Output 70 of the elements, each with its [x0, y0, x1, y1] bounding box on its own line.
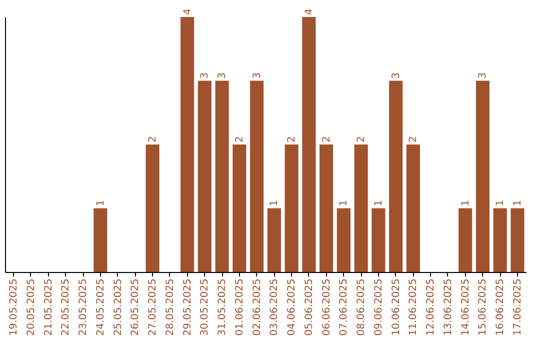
x-tick-label: 02.06.2025	[252, 278, 263, 336]
x-tick-label: 10.06.2025	[390, 278, 402, 336]
bar	[267, 208, 281, 272]
bar	[94, 208, 108, 272]
data-label: 3	[217, 72, 228, 79]
data-label: 3	[252, 72, 263, 79]
bar	[354, 144, 368, 272]
x-tick-label: 17.06.2025	[512, 278, 524, 336]
x-tick-label: 22.05.2025	[60, 278, 72, 336]
x-tick-label: 19.05.2025	[8, 278, 20, 336]
bar	[250, 80, 264, 272]
data-label: 2	[356, 136, 368, 142]
data-label: 1	[269, 200, 280, 206]
bar	[476, 80, 490, 272]
x-tick-label: 15.06.2025	[478, 278, 489, 336]
bar	[302, 17, 316, 272]
x-tick-label: 20.05.2025	[26, 278, 37, 336]
x-tick-label: 27.05.2025	[148, 278, 159, 336]
data-label: 3	[200, 72, 211, 79]
x-tick-label: 21.05.2025	[43, 278, 54, 336]
x-tick-label: 05.06.2025	[304, 278, 315, 336]
bar	[389, 80, 403, 272]
data-label: 3	[478, 72, 489, 79]
data-label: 2	[408, 136, 420, 142]
data-label: 1	[495, 200, 506, 206]
data-label: 4	[304, 8, 315, 15]
data-label: 4	[182, 8, 194, 15]
bar	[198, 80, 212, 272]
x-tick-label: 24.05.2025	[95, 278, 106, 336]
bar	[320, 144, 334, 272]
data-label: 2	[148, 136, 159, 142]
bar	[146, 144, 160, 272]
bar	[336, 208, 350, 272]
x-tick-label: 11.06.2025	[408, 278, 420, 336]
data-label: 1	[373, 200, 384, 206]
data-label: 2	[321, 136, 332, 142]
data-label: 1	[460, 200, 472, 206]
x-tick-label: 13.06.2025	[442, 278, 454, 336]
data-label: 2	[286, 136, 298, 142]
x-tick-label: 06.06.2025	[321, 278, 332, 336]
x-tick-label: 31.05.2025	[217, 278, 228, 336]
x-tick-label: 12.06.2025	[426, 278, 437, 336]
bar	[493, 208, 507, 272]
x-tick-label: 26.05.2025	[130, 278, 142, 336]
data-label: 1	[512, 200, 524, 206]
x-tick-label: 25.05.2025	[112, 278, 124, 336]
x-tick-label: 16.06.2025	[495, 278, 506, 336]
data-label: 2	[234, 136, 246, 142]
bar	[510, 208, 524, 272]
x-tick-label: 14.06.2025	[460, 278, 472, 336]
bar	[215, 80, 229, 272]
x-tick-label: 23.05.2025	[78, 278, 90, 336]
x-tick-label: 07.06.2025	[338, 278, 350, 336]
x-tick-label: 09.06.2025	[373, 278, 384, 336]
x-tick-label: 01.06.2025	[234, 278, 246, 336]
data-label: 1	[338, 200, 350, 206]
bar	[180, 17, 194, 272]
bar	[406, 144, 420, 272]
data-label: 1	[95, 200, 106, 206]
data-label: 3	[390, 72, 402, 79]
bar	[284, 144, 298, 272]
x-tick-label: 08.06.2025	[356, 278, 368, 336]
x-tick-label: 30.05.2025	[200, 278, 211, 336]
x-tick-label: 29.05.2025	[182, 278, 194, 336]
bar	[458, 208, 472, 272]
x-tick-label: 28.05.2025	[164, 278, 176, 336]
bar	[372, 208, 386, 272]
x-tick-label: 03.06.2025	[269, 278, 280, 336]
x-tick-label: 04.06.2025	[286, 278, 298, 336]
bar	[232, 144, 246, 272]
